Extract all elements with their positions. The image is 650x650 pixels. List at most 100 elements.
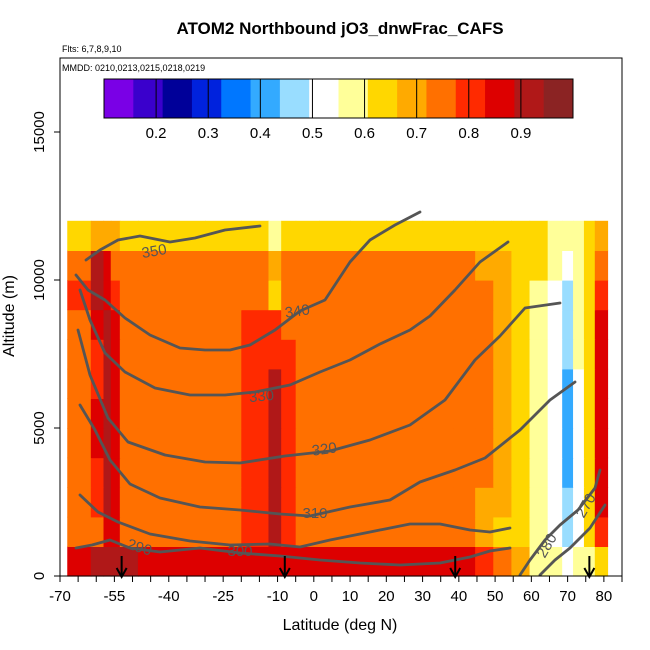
heatmap-cell <box>168 457 206 488</box>
colorbar-frame <box>103 78 574 119</box>
y-tick-label: 10000 <box>31 259 48 301</box>
heatmap-cell <box>110 280 121 311</box>
colorbar-tick-label: 0.5 <box>302 125 323 142</box>
heatmap-cell <box>67 250 92 281</box>
heatmap-cell <box>205 487 242 518</box>
heatmap-cell <box>137 428 170 459</box>
x-tick-label: 30 <box>414 588 431 605</box>
heatmap-cell <box>573 398 585 429</box>
heatmap-cell <box>268 368 282 399</box>
heatmap-cell <box>241 339 270 370</box>
heatmap-cell <box>137 280 170 311</box>
colorbar-swatch <box>309 79 339 118</box>
contour-line <box>74 210 422 352</box>
heatmap-cell <box>281 398 297 429</box>
heatmap-cell <box>319 309 351 340</box>
contour-label: 290 <box>125 536 154 560</box>
heatmap-cell <box>67 516 92 547</box>
heatmap-cell <box>103 309 112 340</box>
heatmap-cell <box>319 250 351 281</box>
heatmap-cell <box>205 280 242 311</box>
colorbar-swatch <box>191 79 222 118</box>
heatmap-cell <box>319 457 351 488</box>
heatmap-cell <box>594 546 609 577</box>
heatmap-cell <box>386 546 424 577</box>
heatmap-cell <box>422 339 454 370</box>
heatmap-cell <box>562 457 574 488</box>
heatmap-cell <box>168 280 206 311</box>
heatmap-cell <box>583 516 596 547</box>
heatmap-cell <box>422 428 454 459</box>
x-tick-label: 10 <box>342 588 359 605</box>
heatmap-cell <box>529 250 549 281</box>
y-axis-label: Altitude (m) <box>1 275 18 357</box>
heatmap-cell <box>281 280 297 311</box>
heatmap-cell <box>475 280 494 311</box>
heatmap-cell <box>386 516 424 547</box>
heatmap-cell <box>573 250 585 281</box>
heatmap-cell <box>562 250 574 281</box>
heatmap-cell <box>268 339 282 370</box>
heatmap-cell <box>281 220 297 251</box>
heatmap-cell <box>493 339 513 370</box>
arrow-head <box>278 567 291 580</box>
heatmap-cell <box>511 339 531 370</box>
heatmap-cell <box>268 280 282 311</box>
heatmap-cell <box>350 368 387 399</box>
heatmap-cell <box>583 428 596 459</box>
x-tick-label: 50 <box>487 588 504 605</box>
heatmap-cell <box>90 368 105 399</box>
x-axis-label: Latitude (deg N) <box>283 617 398 634</box>
heatmap-cell <box>103 546 112 577</box>
x-tick-label: -40 <box>158 588 180 605</box>
heatmap-cell <box>67 428 92 459</box>
heatmap-cell <box>110 487 121 518</box>
heatmap-cell <box>573 516 585 547</box>
heatmap-cell <box>241 546 270 577</box>
dates-subtitle: MMDD: 0210,0213,0215,0218,0219 <box>62 63 205 73</box>
heatmap-cell <box>281 339 297 370</box>
heatmap-cell <box>475 368 494 399</box>
heatmap-cell <box>547 398 563 429</box>
heatmap-cell <box>422 309 454 340</box>
heatmap-cell <box>241 516 270 547</box>
heatmap-cell <box>119 546 139 577</box>
heatmap-cell <box>453 487 476 518</box>
heatmap-cell <box>547 368 563 399</box>
contour-label: 310 <box>302 505 327 522</box>
heatmap-cell <box>268 487 282 518</box>
heatmap-cell <box>547 220 563 251</box>
heatmap-cell <box>281 250 297 281</box>
heatmap-cell <box>168 309 206 340</box>
heatmap-cell <box>493 546 513 577</box>
heatmap-cell <box>422 487 454 518</box>
heatmap-cell <box>281 546 297 577</box>
heatmap-cell <box>594 309 609 340</box>
heatmap-cell <box>493 368 513 399</box>
heatmap-cell <box>137 368 170 399</box>
heatmap-cell <box>90 428 105 459</box>
heatmap-cell <box>119 398 139 429</box>
heatmap-cell <box>562 280 574 311</box>
heatmap-cell <box>281 487 297 518</box>
colorbar-swatch <box>133 79 164 118</box>
colorbar-tick-label: 0.3 <box>198 125 219 142</box>
heatmap-cell <box>493 457 513 488</box>
heatmap-cell <box>205 220 242 251</box>
heatmap-cell <box>137 398 170 429</box>
heatmap-cell <box>475 309 494 340</box>
heatmap-cell <box>573 280 585 311</box>
heatmap-cell <box>319 368 351 399</box>
heatmap-cell <box>119 457 139 488</box>
heatmap-cell <box>103 487 112 518</box>
heatmap-cell <box>110 428 121 459</box>
heatmap-cell <box>594 398 609 429</box>
heatmap-cell <box>475 250 494 281</box>
heatmap-cell <box>583 339 596 370</box>
heatmap-cell <box>268 250 282 281</box>
heatmap-cell <box>205 339 242 370</box>
heatmap-cell <box>205 309 242 340</box>
colorbar-swatch <box>221 79 252 118</box>
colorbar-swatch <box>250 79 281 118</box>
heatmap-cell <box>453 339 476 370</box>
